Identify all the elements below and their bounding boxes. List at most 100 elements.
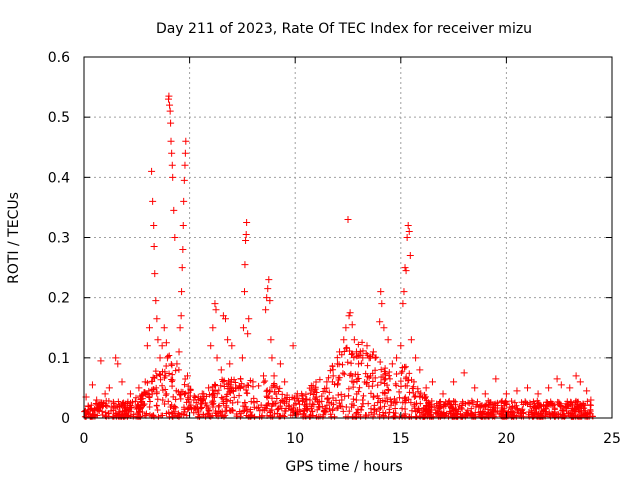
data-point (180, 176, 188, 184)
data-point (88, 381, 96, 389)
noise-point (223, 408, 230, 415)
noise-point (555, 413, 562, 420)
data-point (266, 297, 274, 305)
noise-point (195, 408, 202, 415)
noise-point (450, 398, 457, 405)
data-point (150, 243, 158, 251)
data-point (198, 390, 206, 398)
noise-point (398, 370, 405, 377)
data-point (207, 342, 215, 350)
data-point (156, 354, 164, 362)
noise-point (350, 396, 357, 403)
data-point (342, 324, 350, 332)
data-point (268, 354, 276, 362)
data-point (545, 384, 553, 392)
noise-point (464, 407, 471, 414)
noise-point (370, 394, 377, 401)
noise-point (169, 383, 176, 390)
data-point (293, 390, 301, 398)
noise-point (112, 403, 119, 410)
data-point (376, 318, 384, 326)
noise-point (365, 400, 372, 407)
noise-point (348, 351, 355, 358)
noise-point (397, 378, 404, 385)
data-point (209, 324, 217, 332)
noise-point (148, 378, 155, 385)
noise-point (210, 404, 217, 411)
noise-point (326, 389, 333, 396)
y-tick-label: 0 (61, 411, 70, 427)
noise-point (513, 402, 520, 409)
data-point (513, 387, 521, 395)
noise-point (579, 403, 586, 410)
data-point (264, 285, 272, 293)
noise-point (267, 408, 274, 415)
noise-point (336, 400, 343, 407)
noise-point (168, 362, 175, 369)
noise-point (408, 407, 415, 414)
noise-point (258, 402, 265, 409)
noise-point (402, 394, 409, 401)
data-point (350, 336, 358, 344)
data-point (329, 372, 337, 380)
noise-point (339, 403, 346, 410)
noise-point (312, 395, 319, 402)
noise-point (483, 401, 490, 408)
noise-point (215, 403, 222, 410)
data-point (135, 384, 143, 392)
noise-point (435, 413, 442, 420)
noise-point (146, 403, 153, 410)
data-point (365, 354, 373, 362)
noise-point (268, 403, 275, 410)
noise-point (491, 400, 498, 407)
noise-point (408, 413, 415, 420)
noise-point (169, 413, 176, 420)
noise-point (216, 402, 223, 409)
noise-point (572, 397, 579, 404)
noise-point (244, 382, 251, 389)
noise-point (169, 376, 176, 383)
data-point (163, 354, 171, 362)
noise-point (281, 395, 288, 402)
noise-point (487, 399, 494, 406)
data-point (402, 267, 410, 275)
noise-point (428, 407, 435, 414)
noise-point (465, 399, 472, 406)
data-point (179, 246, 187, 254)
noise-point (275, 405, 282, 412)
data-point (154, 336, 162, 344)
noise-point (274, 406, 281, 413)
noise-point (212, 382, 219, 389)
noise-point (330, 401, 337, 408)
noise-point (354, 406, 361, 413)
noise-point (138, 404, 145, 411)
noise-point (437, 398, 444, 405)
noise-point (385, 372, 392, 379)
noise-point (354, 376, 361, 383)
data-point (167, 137, 175, 145)
noise-point (377, 404, 384, 411)
grid (84, 57, 612, 418)
noise-point (152, 368, 159, 375)
noise-point (334, 381, 341, 388)
noise-point (494, 399, 501, 406)
x-tick-labels: 0 5 10 15 20 25 (80, 431, 621, 447)
noise-point (346, 348, 353, 355)
noise-point (277, 399, 284, 406)
noise-point (531, 404, 538, 411)
x-tick-label: 5 (185, 431, 194, 447)
data-point (401, 264, 409, 272)
noise-point (225, 377, 232, 384)
noise-point (422, 408, 429, 415)
noise-point (350, 384, 357, 391)
noise-point (431, 403, 438, 410)
noise-point (154, 396, 161, 403)
data-point (149, 197, 157, 205)
noise-point (341, 393, 348, 400)
data-point (471, 384, 479, 392)
noise-point (478, 413, 485, 420)
noise-point (445, 413, 452, 420)
noise-point (385, 386, 392, 393)
noise-point (572, 406, 579, 413)
data-point (222, 315, 230, 323)
